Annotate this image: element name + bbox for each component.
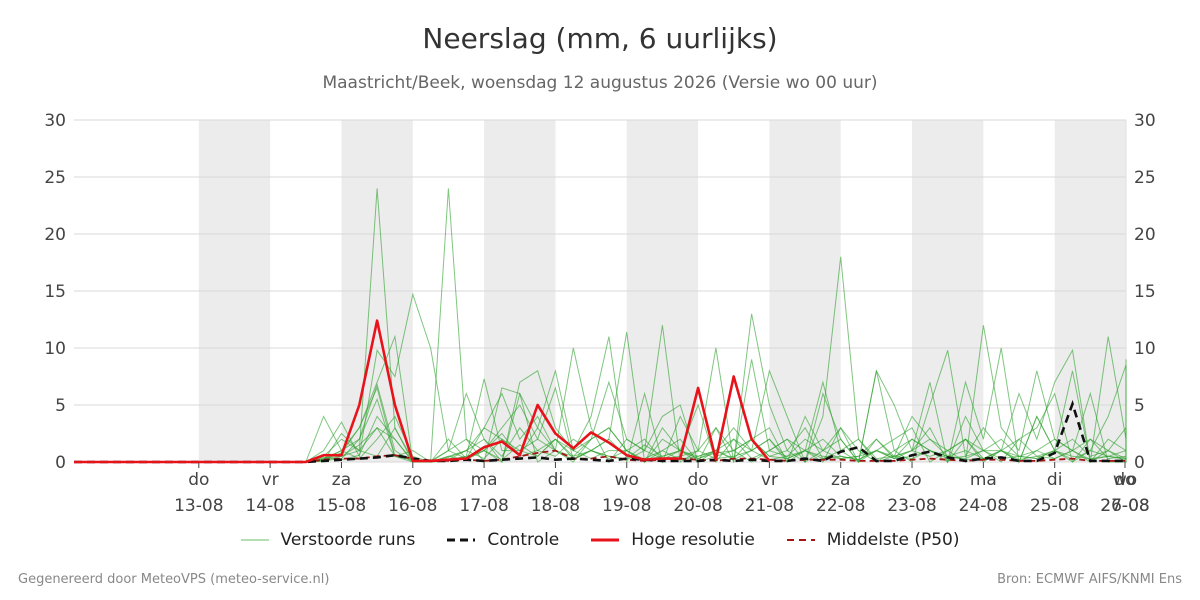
legend-label-ensemble: Verstoorde runs	[280, 530, 416, 550]
legend: Verstoorde runs Controle Hoge resolutie …	[0, 530, 1200, 550]
x-tick-date: 17-08	[459, 496, 508, 516]
y-tick-label-left: 10	[44, 339, 66, 359]
x-tick-date: 27-08	[1100, 496, 1149, 516]
x-tick-date: 25-08	[1030, 496, 1079, 516]
x-axis: do 13-08 vr 14-08 za 15-08 zo 16-08 ma 17-08 di 18-…	[174, 462, 1150, 516]
x-tick-weekday: di	[1047, 470, 1063, 490]
x-tick-weekday: vr	[262, 470, 279, 490]
y-tick-label-left: 30	[44, 111, 66, 131]
y-tick-label-right: 20	[1134, 225, 1156, 245]
chart-title: Neerslag (mm, 6 uurlijks)	[422, 22, 778, 55]
x-tick-weekday: ma	[970, 470, 997, 490]
x-tick-weekday: za	[831, 470, 850, 490]
legend-item-ensemble: Verstoorde runs	[240, 530, 416, 550]
y-tick-label-right: 30	[1134, 111, 1156, 131]
x-tick-weekday: wo	[615, 470, 639, 490]
y-tick-label-left: 5	[55, 396, 66, 416]
x-tick-weekday: wo	[1113, 470, 1137, 490]
chart-subtitle: Maastricht/Beek, woensdag 12 augustus 20…	[322, 73, 878, 93]
x-tick-date: 15-08	[317, 496, 366, 516]
hoge-resolutie-line	[74, 319, 771, 464]
x-tick-date: 16-08	[388, 496, 437, 516]
x-tick-date: 20-08	[673, 496, 722, 516]
footer-generator: Gegenereerd door MeteoVPS (meteo-service…	[18, 572, 330, 587]
y-tick-label-right: 10	[1134, 339, 1156, 359]
y-tick-label-left: 15	[44, 282, 66, 302]
x-tick-date: 18-08	[531, 496, 580, 516]
x-tick-date: 24-08	[959, 496, 1008, 516]
y-tick-label-right: 15	[1134, 282, 1156, 302]
x-tick-weekday: do	[687, 470, 708, 490]
x-tick-date: 22-08	[816, 496, 865, 516]
y-tick-label-left: 25	[44, 168, 66, 188]
x-tick-weekday: do	[1114, 470, 1135, 490]
legend-swatch-controle	[447, 538, 476, 542]
x-tick-weekday: ma	[471, 470, 498, 490]
legend-label-controle: Controle	[487, 530, 560, 550]
x-tick-weekday: zo	[902, 470, 921, 490]
y-tick-label-right: 5	[1134, 396, 1145, 416]
legend-swatch-p50	[786, 539, 815, 541]
y-tick-label-right: 25	[1134, 168, 1156, 188]
x-tick-date: 19-08	[602, 496, 651, 516]
x-tick-date: 23-08	[887, 496, 936, 516]
main-series	[74, 319, 1128, 464]
y-axis-right: 0 5 10 15 20 25 30	[1134, 111, 1156, 473]
y-tick-label-right: 0	[1134, 453, 1145, 473]
x-tick-weekday: vr	[761, 470, 778, 490]
x-tick-date: 13-08	[174, 496, 223, 516]
legend-item-hoge-resolutie: Hoge resolutie	[591, 530, 755, 550]
x-tick-weekday: do	[188, 470, 209, 490]
legend-swatch-ensemble	[240, 539, 269, 541]
y-tick-label-left: 20	[44, 225, 66, 245]
legend-item-p50: Middelste (P50)	[786, 530, 960, 550]
x-tick-weekday: di	[548, 470, 564, 490]
y-tick-label-left: 0	[55, 453, 66, 473]
legend-swatch-hoge-resolutie	[591, 538, 620, 542]
footer-source: Bron: ECMWF AIFS/KNMI Ens	[997, 572, 1182, 587]
y-axis-left: 0 5 10 15 20 25 30	[44, 111, 66, 473]
legend-item-controle: Controle	[447, 530, 559, 550]
grid-lines	[74, 119, 1127, 463]
legend-label-p50: Middelste (P50)	[826, 530, 960, 550]
x-tick-weekday: za	[332, 470, 351, 490]
x-tick-date: 26-08	[1100, 496, 1149, 516]
controle-line	[74, 399, 1128, 464]
x-tick-date: 14-08	[245, 496, 294, 516]
x-tick-date: 21-08	[745, 496, 794, 516]
x-tick-weekday: zo	[403, 470, 422, 490]
legend-label-hoge-resolutie: Hoge resolutie	[631, 530, 755, 550]
